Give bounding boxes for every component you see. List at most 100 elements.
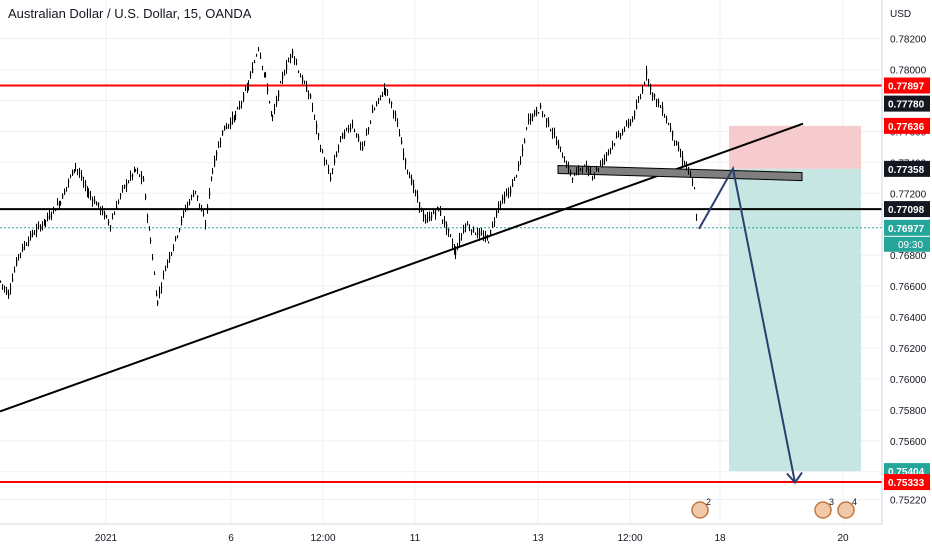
candle-body (159, 291, 161, 294)
candle-body (26, 244, 28, 246)
candle-body (433, 210, 435, 214)
candle-body (36, 228, 38, 233)
candle-body (212, 170, 214, 173)
candle-body (592, 177, 594, 179)
candle-body (81, 175, 83, 179)
candle-body (181, 218, 183, 223)
candle-body (4, 287, 6, 289)
candle-body (356, 133, 358, 137)
candle-body (274, 108, 276, 111)
candle-body (132, 174, 134, 177)
position-zones (729, 125, 861, 472)
candle-body (570, 171, 572, 175)
candle-body (85, 183, 87, 187)
candle-body (644, 83, 646, 85)
candle-body (14, 270, 16, 272)
candle-body (562, 156, 564, 158)
candle-body (135, 169, 137, 171)
candle-body (492, 224, 494, 226)
candle-body (294, 58, 296, 60)
x-tick-label: 2021 (95, 533, 118, 544)
candle-body (344, 131, 346, 138)
event-count: 4 (852, 497, 857, 507)
event-markers[interactable]: 2 3 4 (691, 497, 857, 519)
candle-body (648, 79, 650, 84)
candle-body (622, 130, 624, 135)
candle-body (320, 147, 322, 151)
event-count: 2 (706, 497, 711, 507)
candle-body (393, 111, 395, 114)
candle-body (568, 165, 570, 171)
candle-body (688, 167, 690, 171)
trendline (0, 122, 804, 413)
event-flag-icon[interactable] (837, 501, 855, 519)
candle-body (674, 140, 676, 142)
candle-body (207, 206, 209, 210)
event-flag-icon[interactable] (691, 501, 709, 519)
price-tag (884, 160, 930, 177)
candle-body (334, 159, 336, 164)
candle-body (658, 101, 660, 103)
price-tag-label: 0.77636 (888, 122, 925, 133)
candle-body (312, 107, 314, 109)
candle-body (586, 165, 588, 171)
candle-body (630, 121, 632, 125)
candle-body (10, 288, 12, 290)
candle-body (670, 127, 672, 131)
candle-body (594, 173, 596, 175)
candle-body (524, 139, 526, 143)
candle-body (278, 90, 280, 98)
candle-body (296, 63, 298, 65)
candle-body (452, 243, 454, 246)
candle-body (598, 168, 600, 170)
candle-body (57, 202, 59, 205)
countdown-label: 09:30 (898, 240, 923, 251)
candle-body (47, 215, 49, 219)
candle-body (582, 168, 584, 170)
x-tick-label: 12:00 (617, 533, 642, 544)
candle-body (338, 146, 340, 148)
candle-body (423, 213, 425, 218)
candle-body (504, 195, 506, 202)
candle-body (90, 195, 92, 197)
candle-body (574, 173, 576, 176)
candle-body (126, 182, 128, 187)
candle-body (530, 114, 532, 121)
projection-arrow (698, 165, 803, 485)
candle-body (262, 66, 264, 68)
candle-body (74, 169, 76, 171)
candle-body (179, 228, 181, 231)
candle-body (137, 170, 139, 172)
candle-body (130, 174, 132, 178)
candle-body (28, 240, 30, 243)
candle-body (488, 242, 490, 244)
candle-body (134, 168, 136, 171)
candle-body (692, 181, 694, 184)
candle-body (477, 230, 479, 236)
candle-body (40, 225, 42, 230)
candle-body (165, 268, 167, 271)
candle-body (508, 191, 510, 194)
candle-body (656, 99, 658, 104)
candle-body (457, 247, 459, 250)
candle-body (224, 125, 226, 131)
candle-body (18, 254, 20, 257)
candle-body (53, 207, 55, 210)
candle-body (676, 140, 678, 146)
event-flag-icon[interactable] (814, 501, 832, 519)
candle-body (189, 201, 191, 205)
candle-body (684, 163, 686, 165)
candle-body (604, 159, 606, 161)
candle-body (358, 136, 360, 142)
candle-body (576, 170, 578, 172)
candle-body (70, 175, 72, 177)
candle-body (672, 130, 674, 137)
candle-body (463, 229, 465, 233)
event-count: 3 (829, 497, 834, 507)
candle-body (502, 197, 504, 200)
candle-body (578, 167, 580, 172)
candle-body (336, 153, 338, 157)
candle-body (326, 163, 328, 165)
x-tick-label: 13 (532, 533, 544, 544)
